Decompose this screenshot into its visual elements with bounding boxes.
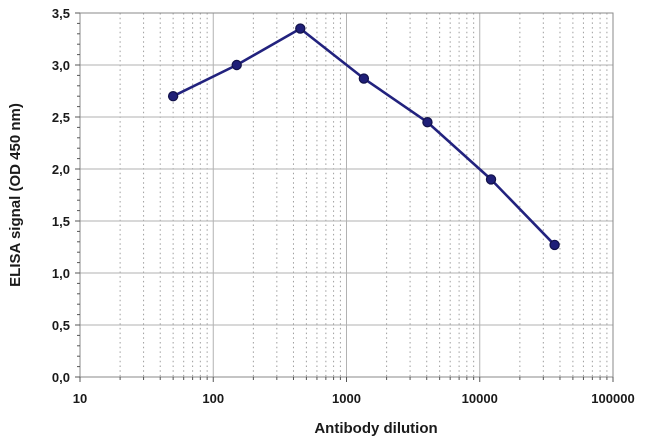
y-tick-label: 0,0 xyxy=(52,370,70,385)
y-tick-label: 3,0 xyxy=(52,58,70,73)
y-tick-label: 2,5 xyxy=(52,110,70,125)
y-tick-label: 0,5 xyxy=(52,318,70,333)
major-gridlines xyxy=(80,13,613,377)
x-tick-label: 1000 xyxy=(332,391,361,406)
data-point-marker xyxy=(549,239,560,251)
axis-tick-marks xyxy=(75,12,614,382)
x-tick-label: 10000 xyxy=(462,391,498,406)
y-tick-labels: 0,0 0,5 1,0 1,5 2,0 2,5 3,0 3,5 xyxy=(52,6,70,385)
x-tick-label: 100000 xyxy=(591,391,634,406)
data-series xyxy=(167,23,560,251)
y-tick-label: 3,5 xyxy=(52,6,70,21)
data-point-marker xyxy=(295,23,306,34)
y-tick-label: 2,0 xyxy=(52,162,70,177)
data-point-marker xyxy=(167,90,179,102)
y-tick-label: 1,5 xyxy=(52,214,70,229)
minor-gridlines xyxy=(119,13,608,377)
x-tick-label: 100 xyxy=(202,391,224,406)
x-tick-label: 10 xyxy=(73,391,87,406)
series-line xyxy=(171,27,556,247)
data-point-marker xyxy=(231,59,242,71)
data-point-marker xyxy=(485,174,497,185)
x-axis-title: Antibody dilution xyxy=(314,420,437,437)
data-point-marker xyxy=(422,116,433,128)
y-tick-label: 1,0 xyxy=(52,266,70,281)
x-tick-labels: 10 100 1000 10000 100000 xyxy=(73,391,635,406)
y-axis-title: ELISA signal (OD 450 nm) xyxy=(7,103,24,287)
data-point-marker xyxy=(358,73,370,84)
